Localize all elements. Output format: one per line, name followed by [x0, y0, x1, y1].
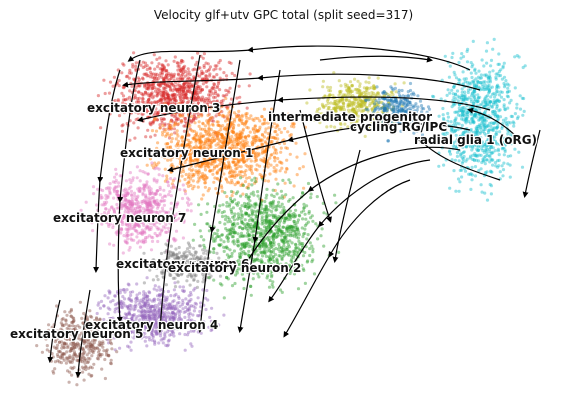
cluster-points-4: [364, 81, 432, 143]
cluster-label-8: excitatory neuron 2: [168, 261, 301, 275]
streamline-2: [122, 73, 481, 91]
streamline-4: [167, 123, 471, 173]
cluster-label-10: excitatory neuron 5: [10, 327, 143, 341]
cluster-label-1: excitatory neuron 3: [87, 101, 220, 115]
streamline-8: [417, 137, 501, 181]
cluster-labels: excitatory neuron 3 excitatory neuron 1 in…: [9, 100, 539, 343]
streamline-17: [75, 289, 91, 378]
cluster-points-3: [305, 71, 406, 138]
streamline-20: [332, 149, 361, 263]
streamline-14: [197, 59, 241, 333]
streamline-9: [467, 107, 521, 141]
cluster-label-2: excitatory neuron 1: [120, 146, 253, 160]
streamline-18: [319, 55, 433, 63]
streamline-5: [243, 146, 461, 268]
cluster-label-6: excitatory neuron 7: [53, 211, 186, 225]
cluster-points-10: [35, 300, 124, 387]
velocity-streamlines: [47, 45, 541, 378]
streamline-16: [47, 299, 61, 363]
streamline-1: [127, 45, 471, 71]
cluster-label-4: cycling RG/IPC: [350, 120, 447, 134]
streamline-7: [283, 179, 411, 338]
streamline-12: [116, 59, 141, 323]
streamline-15: [237, 69, 281, 333]
streamline-10: [522, 129, 541, 198]
streamline-3: [137, 96, 491, 123]
cluster-label-7: excitatory neuron 6: [116, 257, 249, 271]
cluster-points-8: [191, 176, 341, 300]
streamline-19: [299, 109, 332, 223]
cluster-label-3: intermediate progenitor: [268, 110, 432, 124]
chart-title: Velocity glf+utv GPC total (split seed=3…: [153, 8, 414, 22]
cluster-label-5: radial glia 1 (oRG): [414, 133, 537, 147]
streamline-11: [93, 69, 121, 273]
cluster-label-9: excitatory neuron 4: [85, 318, 218, 332]
streamline-13: [157, 54, 201, 333]
